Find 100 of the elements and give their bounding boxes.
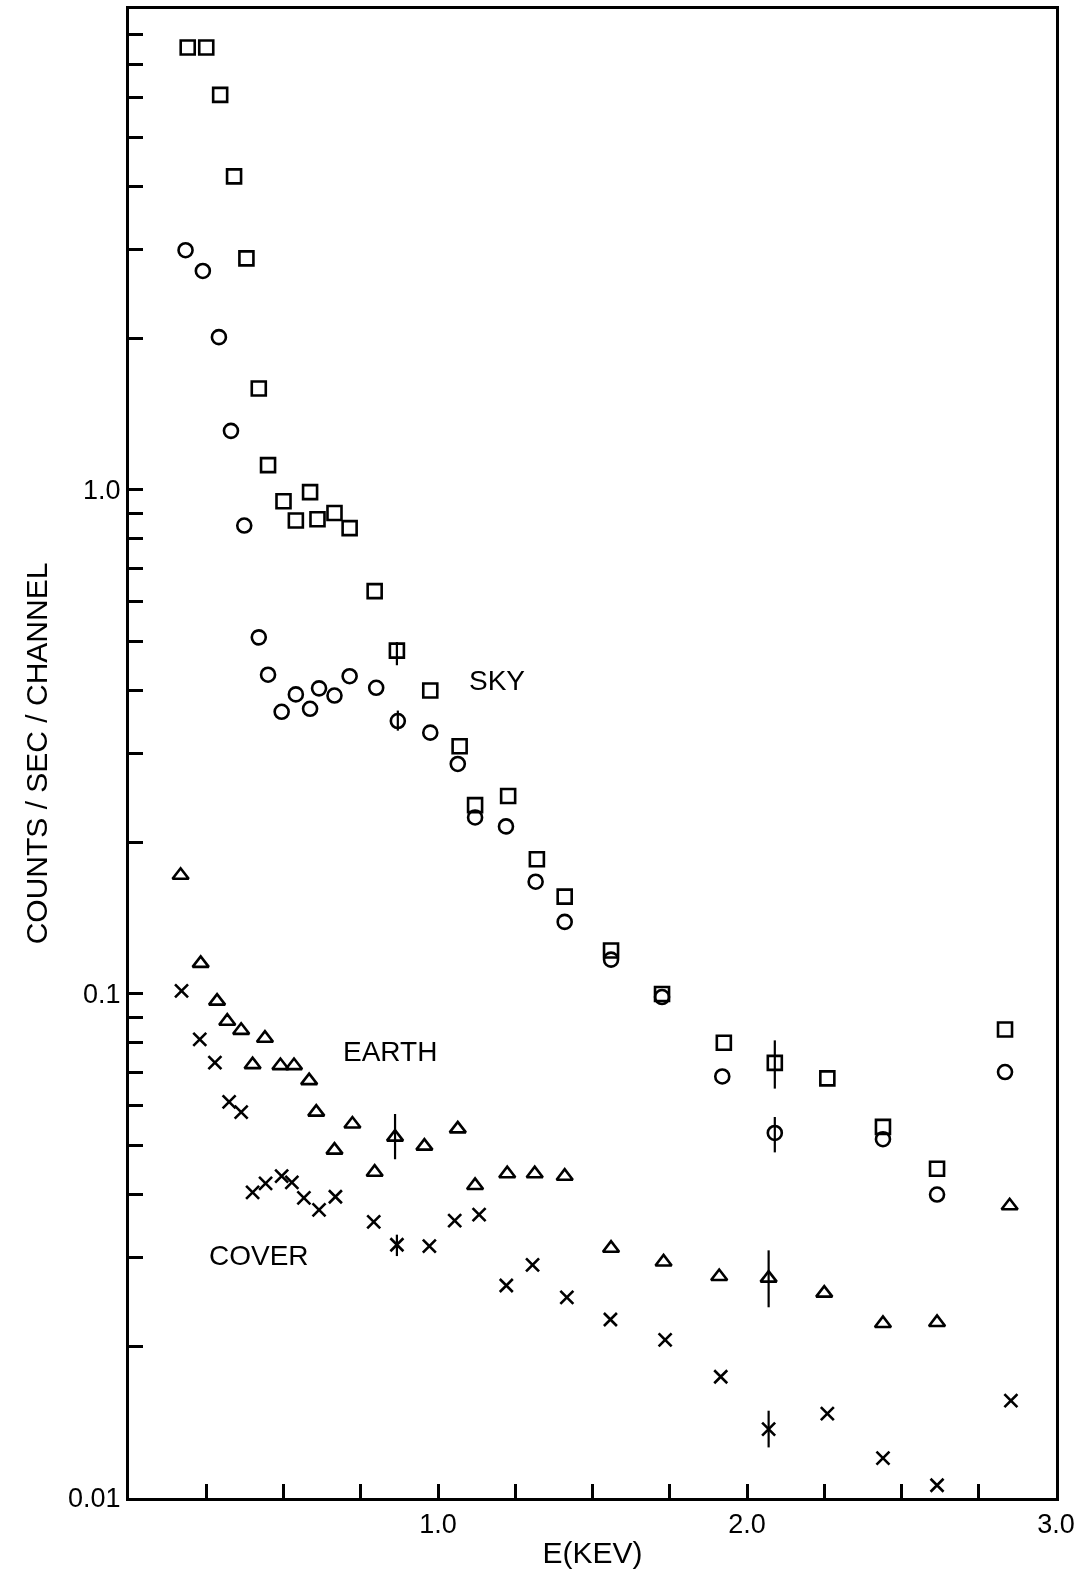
point bbox=[225, 168, 243, 185]
point bbox=[875, 1450, 891, 1466]
point bbox=[366, 582, 383, 600]
point bbox=[874, 1130, 892, 1148]
point bbox=[217, 1012, 237, 1027]
point bbox=[927, 1314, 947, 1328]
annotation: COVER bbox=[209, 1240, 309, 1271]
point bbox=[385, 1128, 405, 1142]
point bbox=[766, 1054, 784, 1072]
point bbox=[766, 1124, 784, 1142]
point bbox=[238, 250, 255, 267]
point bbox=[365, 1214, 382, 1230]
point bbox=[250, 380, 268, 397]
point bbox=[525, 1165, 545, 1179]
point bbox=[191, 1031, 208, 1048]
point bbox=[928, 1160, 946, 1178]
point bbox=[709, 1268, 729, 1282]
point bbox=[602, 951, 620, 968]
point bbox=[451, 738, 468, 755]
point bbox=[287, 512, 305, 529]
point bbox=[207, 1054, 223, 1071]
point bbox=[326, 504, 343, 522]
point bbox=[222, 422, 240, 440]
point bbox=[466, 796, 484, 814]
point bbox=[273, 703, 290, 721]
point bbox=[715, 1034, 733, 1052]
point bbox=[465, 1177, 485, 1191]
point bbox=[250, 629, 268, 646]
point bbox=[448, 1120, 468, 1134]
point bbox=[197, 39, 215, 56]
point bbox=[179, 39, 197, 56]
point bbox=[301, 700, 319, 718]
point bbox=[389, 712, 407, 730]
point bbox=[602, 1311, 619, 1328]
point bbox=[365, 1163, 385, 1177]
point bbox=[343, 1115, 362, 1129]
point bbox=[296, 1190, 312, 1206]
point bbox=[996, 1063, 1014, 1081]
point bbox=[326, 687, 343, 704]
point bbox=[528, 851, 546, 868]
x-axis-title: E(KEV) bbox=[542, 1535, 643, 1569]
point bbox=[221, 1094, 237, 1110]
point bbox=[471, 1206, 487, 1223]
point bbox=[421, 682, 439, 699]
point bbox=[259, 666, 277, 683]
y-tick-label: 1.0 bbox=[83, 475, 121, 506]
point bbox=[367, 679, 385, 697]
point bbox=[301, 483, 319, 501]
point bbox=[257, 1175, 274, 1192]
point bbox=[325, 1141, 344, 1155]
point bbox=[244, 1184, 261, 1201]
point bbox=[255, 1029, 275, 1044]
y-tick-label: 0.01 bbox=[68, 1483, 121, 1514]
point bbox=[421, 1238, 438, 1254]
point bbox=[713, 1068, 731, 1085]
point bbox=[712, 1368, 729, 1385]
point bbox=[235, 517, 253, 534]
point bbox=[311, 1202, 327, 1218]
point bbox=[173, 983, 190, 999]
point bbox=[819, 1405, 836, 1422]
point bbox=[446, 1212, 463, 1229]
point bbox=[497, 1165, 517, 1179]
point bbox=[527, 873, 544, 891]
x-tick-label: 1.0 bbox=[419, 1509, 457, 1540]
point bbox=[929, 1477, 945, 1494]
point bbox=[449, 755, 467, 773]
point bbox=[275, 492, 292, 510]
point bbox=[996, 1021, 1014, 1038]
point bbox=[657, 1332, 673, 1348]
point bbox=[284, 1057, 304, 1071]
point bbox=[421, 724, 439, 741]
point bbox=[259, 456, 277, 474]
point bbox=[873, 1315, 893, 1329]
point bbox=[389, 1236, 405, 1253]
point bbox=[310, 680, 328, 697]
point bbox=[556, 888, 573, 905]
annotation: SKY bbox=[469, 665, 526, 696]
point bbox=[299, 1072, 319, 1086]
point bbox=[819, 1070, 836, 1087]
point bbox=[341, 519, 358, 537]
point bbox=[874, 1118, 892, 1136]
point bbox=[415, 1137, 434, 1151]
point bbox=[928, 1186, 946, 1203]
point bbox=[341, 667, 358, 685]
point bbox=[654, 1253, 673, 1267]
point bbox=[327, 1188, 344, 1205]
point bbox=[191, 955, 211, 969]
point bbox=[273, 1168, 290, 1184]
point bbox=[497, 818, 515, 835]
point bbox=[556, 913, 573, 931]
point bbox=[306, 1103, 326, 1117]
point bbox=[207, 992, 227, 1006]
point bbox=[466, 809, 484, 826]
point bbox=[814, 1284, 834, 1298]
point bbox=[211, 86, 229, 104]
point bbox=[171, 866, 190, 881]
annotation: EARTH bbox=[343, 1036, 438, 1067]
y-tick-label: 0.1 bbox=[83, 979, 121, 1010]
point bbox=[601, 1239, 621, 1254]
point bbox=[231, 1022, 251, 1036]
